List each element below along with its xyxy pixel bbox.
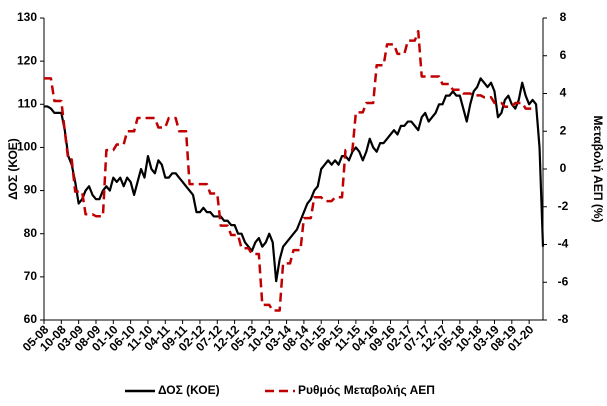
y-tick-label: 110 [18, 96, 38, 110]
y-tick-label: 120 [17, 53, 37, 67]
y2-tick-label: 8 [560, 10, 567, 24]
y-tick-label: 130 [17, 10, 37, 24]
y2-tick-label: -8 [558, 312, 569, 326]
y2-tick-label: 0 [560, 161, 567, 175]
series-line [44, 77, 545, 283]
y2-tick-label: -6 [558, 274, 569, 288]
y-tick-label: 90 [24, 183, 38, 197]
series-line [44, 29, 533, 312]
y-tick-label: 80 [24, 226, 38, 240]
y2-tick-label: -2 [558, 199, 569, 213]
legend-label: Ρυθμός Μεταβολής ΑΕΠ [298, 383, 435, 397]
y-tick-label: 70 [24, 269, 38, 283]
y2-tick-label: 2 [560, 123, 567, 137]
y2-tick-label: 4 [560, 86, 567, 100]
y-tick-label: 100 [17, 140, 37, 154]
y2-tick-label: -4 [558, 237, 569, 251]
legend-label: ΔΟΣ (ΚΟΕ) [158, 383, 220, 397]
y2-axis-label: Μεταβολή ΑΕΠ (%) [591, 116, 605, 223]
y-tick-label: 60 [24, 312, 38, 326]
y2-tick-label: 6 [560, 48, 567, 62]
y-axis-label: ΔΟΣ (ΚΟΕ) [6, 138, 20, 200]
